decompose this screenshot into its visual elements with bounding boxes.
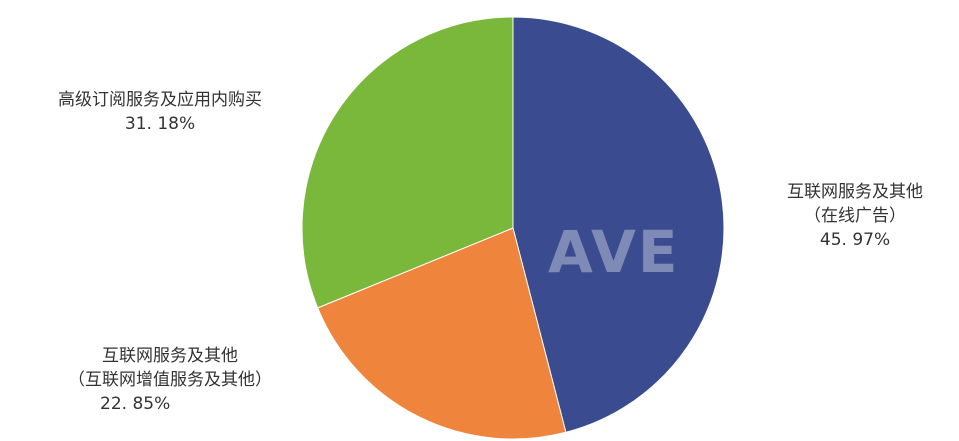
slice-label-online-ads-line1: 互联网服务及其他 <box>787 182 923 202</box>
slice-value-value-added: 22. 85% <box>100 394 171 414</box>
slice-value-subscription: 31. 18% <box>124 114 196 134</box>
pie-slice-value-added <box>317 227 567 440</box>
slice-label-online-ads: 互联网服务及其他 （在线广告） 45. 97% <box>750 180 959 252</box>
slice-value-online-ads: 45. 97% <box>819 230 891 250</box>
slice-label-value-added-line1: 互联网服务及其他 <box>102 346 238 366</box>
slice-label-subscription: 高级订阅服务及应用内购买 31. 18% <box>10 88 310 136</box>
slice-label-online-ads-line2: （在线广告） <box>804 206 906 226</box>
slice-label-value-added: 互联网服务及其他 （互联网增值服务及其他） 22. 85% <box>20 344 320 416</box>
pie-slice-online-ads <box>512 16 725 433</box>
watermark-text: AVE <box>548 218 680 286</box>
slice-label-subscription-line1: 高级订阅服务及应用内购买 <box>58 90 262 110</box>
pie-slice-subscription <box>301 16 514 309</box>
slice-label-value-added-line2: （互联网增值服务及其他） <box>68 370 272 390</box>
